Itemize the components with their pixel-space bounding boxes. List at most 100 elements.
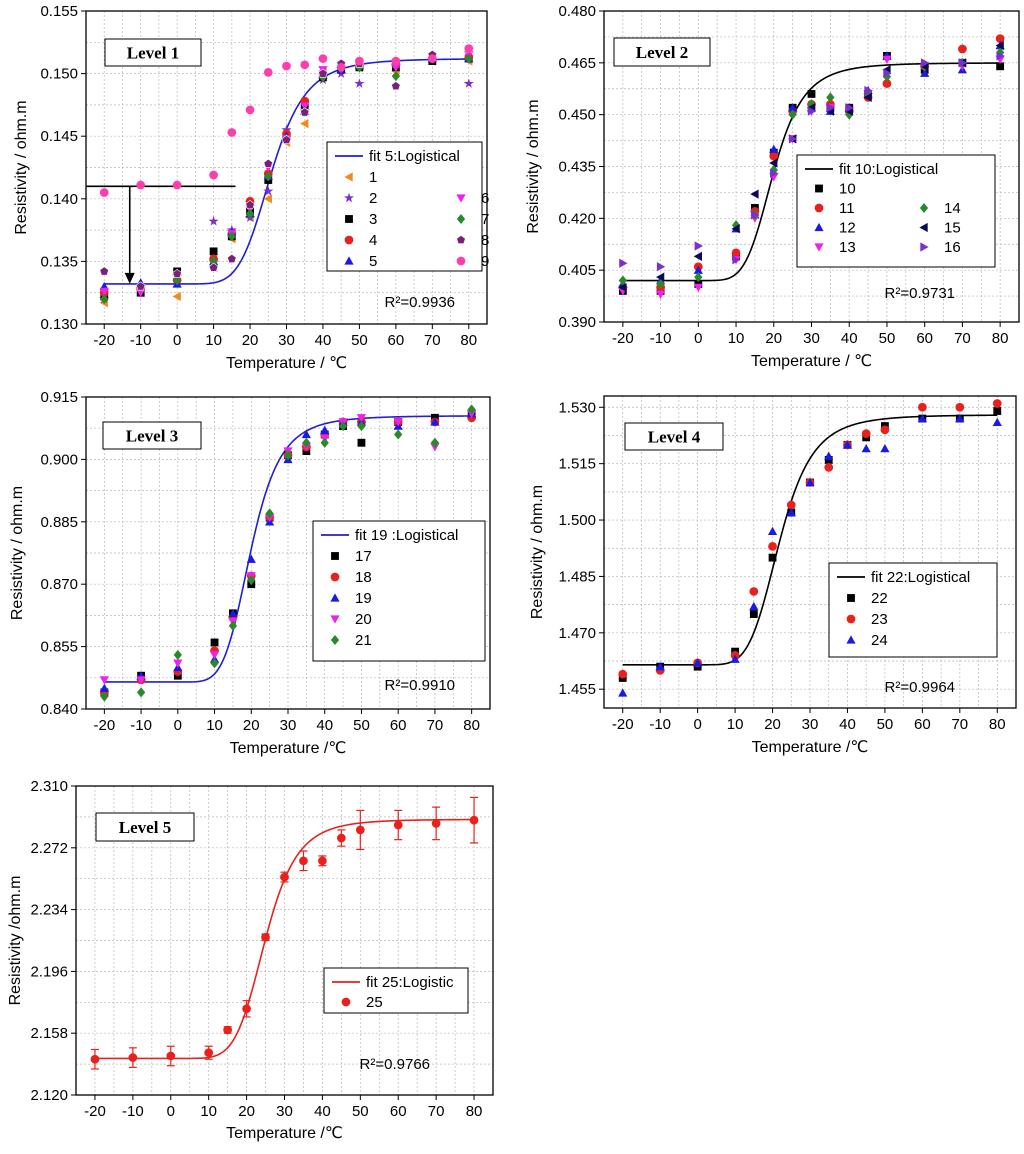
- x-tick-label: 70: [954, 330, 971, 347]
- legend-label: 7: [481, 211, 489, 228]
- legend-marker: [344, 172, 353, 182]
- data-point: [619, 258, 628, 268]
- data-point: [749, 610, 758, 618]
- data-point: [769, 158, 778, 168]
- y-tick-label: 0.135: [40, 253, 78, 270]
- y-axis-label: Resistivity / ohm.m: [529, 485, 546, 619]
- data-point: [261, 932, 270, 942]
- data-point: [227, 253, 237, 263]
- legend-label: 1: [369, 169, 377, 186]
- chart-level-3: -20 -10 0 10 20 30 40 50 60 70 80 0.840 0.855 0.870 0.…: [9, 389, 491, 757]
- data-point: [464, 53, 473, 64]
- y-tick-label: 1.500: [558, 512, 596, 529]
- data-point: [768, 553, 777, 562]
- data-point: [751, 210, 760, 220]
- data-point: [228, 620, 238, 631]
- data-point: [618, 282, 627, 293]
- legend-label: 5: [369, 253, 377, 270]
- data-point: [469, 815, 479, 825]
- x-tick-label: 30: [276, 1103, 293, 1120]
- data-point: [996, 51, 1005, 61]
- data-point: [694, 241, 703, 251]
- data-point: [749, 601, 759, 611]
- data-point: [135, 281, 146, 291]
- data-point: [693, 251, 702, 261]
- x-tick-label: 40: [315, 332, 332, 349]
- legend-marker: [330, 572, 340, 582]
- y-axis-label: Resistivity /ohm.m: [7, 876, 24, 1006]
- x-tick-label: -20: [84, 1103, 106, 1120]
- data-point: [731, 248, 741, 258]
- legend: fit 19 :Logistical 17 18 19 20 21: [312, 520, 486, 662]
- data-point: [210, 638, 219, 647]
- data-point: [656, 262, 666, 272]
- legend-marker: [919, 202, 929, 214]
- data-point: [882, 55, 892, 64]
- data-point: [282, 61, 291, 71]
- data-point: [786, 507, 796, 517]
- x-tick-label: 80: [466, 1103, 483, 1120]
- legend-marker: [331, 552, 339, 560]
- level-title-box: [613, 37, 711, 67]
- y-tick-label: 0.885: [40, 514, 78, 531]
- y-tick-label: 0.840: [40, 701, 78, 718]
- level-title: Level 4: [648, 428, 701, 447]
- data-point: [318, 68, 328, 78]
- data-point: [228, 608, 238, 617]
- x-tick-label: 10: [727, 716, 744, 733]
- x-tick-label: 50: [352, 1103, 369, 1120]
- legend-label: 25: [366, 994, 383, 1011]
- legend-marker: [846, 614, 856, 624]
- x-tick-label: 20: [243, 717, 260, 734]
- data-point: [826, 92, 835, 103]
- data-point: [393, 820, 403, 830]
- data-point: [618, 688, 628, 697]
- y-tick-label: 0.150: [40, 66, 78, 83]
- data-point: [731, 224, 740, 234]
- y-tick-label: 2.234: [30, 902, 68, 919]
- x-tick-label: 40: [316, 717, 333, 734]
- data-point: [263, 194, 272, 204]
- data-point: [391, 56, 401, 66]
- data-point: [209, 247, 218, 256]
- data-point: [993, 407, 1002, 415]
- chart-level-2: -20 -10 0 10 20 30 40 50 60 70 80 0.390 0.405 0.420 0.…: [525, 3, 1020, 370]
- legend-label: 3: [369, 211, 377, 228]
- legend-fit-label: fit 19 :Logistical: [355, 527, 458, 544]
- legend-marker: [344, 235, 354, 245]
- data-point: [768, 541, 777, 551]
- data-point: [355, 825, 365, 835]
- data-point: [245, 105, 255, 115]
- data-point: [99, 683, 109, 692]
- x-tick-label: -10: [650, 330, 672, 347]
- legend-fit-label: fit 22:Logistical: [871, 569, 970, 586]
- data-point: [128, 1053, 138, 1062]
- data-point: [786, 500, 796, 510]
- fit-curve: [104, 415, 472, 683]
- data-point: [280, 872, 289, 882]
- legend-label: 2: [369, 190, 377, 207]
- legend-label: 17: [355, 548, 372, 565]
- legend-marker: [456, 213, 466, 225]
- level-title-box: [624, 422, 724, 451]
- legend: fit 5:Logistical 1 2 3 4 5 6 7 8 9: [326, 141, 489, 272]
- x-tick-label: 60: [390, 1103, 407, 1120]
- legend-fit-label: fit 5:Logistical: [369, 148, 460, 165]
- x-axis-label: Temperature /℃: [226, 1125, 343, 1142]
- data-point: [861, 429, 871, 438]
- level-title-box: [102, 421, 202, 450]
- y-tick-label: 0.870: [40, 576, 78, 593]
- data-point: [318, 54, 328, 63]
- legend-fit-label: fit 25:Logistic: [366, 974, 454, 991]
- data-point: [824, 451, 834, 460]
- data-point: [805, 477, 815, 487]
- chart-level-5: -20 -10 0 10 20 30 40 50 60 70 80 2.120 2.158 2.196 2.…: [7, 778, 494, 1142]
- x-axis-label: Temperature / ℃: [751, 353, 872, 370]
- level-title: Level 3: [126, 427, 178, 446]
- data-point: [172, 291, 181, 302]
- data-point: [917, 402, 927, 412]
- x-tick-label: 60: [916, 330, 933, 347]
- data-point: [336, 833, 346, 843]
- legend-label: 20: [355, 611, 372, 628]
